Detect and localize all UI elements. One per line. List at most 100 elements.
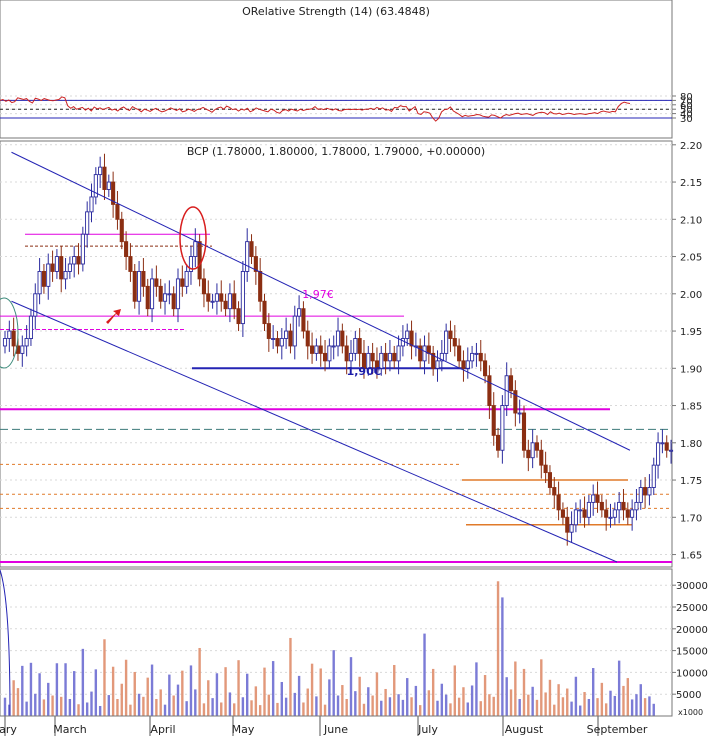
price-candle [93,167,98,205]
volume-bar [194,689,197,716]
volume-bar [34,693,37,716]
price-candle [124,231,129,270]
volume-bar [501,597,504,716]
volume-bar [306,688,309,716]
volume-bar [185,701,188,716]
candle-body [387,352,392,362]
price-candle [521,405,527,458]
volume-bar [21,665,24,716]
price-tick-label: 2.00 [680,290,702,301]
volume-bar [566,688,569,716]
price-candle [292,305,297,360]
price-candle [630,499,635,531]
volume-bar [354,691,357,716]
volume-bar [81,648,85,716]
price-candle [106,174,111,197]
candle-body [137,271,142,302]
candle-body [500,405,505,451]
volume-bar [522,668,526,716]
volume-bar [103,639,106,716]
volume-bar [85,702,89,716]
price-candle [119,211,124,250]
candle-body [335,330,341,347]
candle-body [271,338,276,340]
price-candle [643,477,648,509]
price-candle [418,338,423,369]
volume-bar [51,695,54,716]
volume-bar [155,698,158,716]
volume-bar [90,691,93,716]
candle-body [292,315,297,347]
candle-body [461,360,466,369]
candle-body [93,174,98,198]
price-candle [7,320,12,352]
candle-body [569,524,574,533]
price-candle [647,474,652,506]
price-candle [638,480,643,510]
price-candle [604,499,609,531]
candle-body [534,442,540,451]
price-candle [344,335,349,375]
volume-tick-label: 30000 [676,581,708,592]
volume-bar [98,705,102,716]
volume-bar [246,673,249,716]
volume-bar [64,663,67,716]
volume-bar [349,657,353,716]
volume-bar [133,671,136,716]
price-candle [223,293,228,317]
candle-body [50,263,55,272]
price-tick-label: 2.05 [680,253,702,264]
volume-bar [263,667,266,716]
volume-bar [652,703,655,716]
price-candle [128,243,133,282]
volume-bar [211,698,214,716]
candle-body [46,263,51,287]
volume-bar [150,664,154,716]
price-candle [340,323,345,354]
price-candle [318,335,323,367]
price-candle [253,246,258,285]
price-candle [669,439,674,464]
volume-bar [496,581,500,716]
volume-bar [470,685,474,716]
candle-body [67,263,72,272]
volume-bar [137,693,141,716]
volume-bar [635,694,638,716]
volume-bar [38,673,41,716]
price-candle [461,350,466,382]
candle-body [660,442,665,445]
price-candle [132,264,137,309]
candle-body [530,442,535,459]
candle-body [651,464,656,488]
volume-bar [336,695,340,716]
price-candle [50,250,55,282]
volume-bar [362,703,366,716]
price-candle [141,258,146,297]
volume-bar [176,684,180,716]
price-candle [33,283,38,330]
candle-body [392,352,397,362]
volume-bar [622,685,625,716]
volume-bar [77,704,80,716]
label-197: 1,97€ [302,288,334,301]
price-candle [154,265,159,297]
candle-body [37,271,42,295]
candle-body [418,345,423,362]
candle-body [227,293,232,310]
volume-bar [297,675,301,716]
price-candle [491,392,496,446]
price-candle [513,380,518,427]
volume-bar [302,702,305,716]
price-candle [115,190,120,230]
price-candle [357,328,362,367]
volume-bar [427,690,431,716]
candle-body [2,338,8,347]
volume-bar [492,696,495,716]
price-candle [59,246,64,293]
volume-bar [380,700,383,716]
volume-bar [146,677,149,716]
candle-body [457,345,462,362]
candle-body [214,293,219,302]
candle-body [145,285,150,310]
